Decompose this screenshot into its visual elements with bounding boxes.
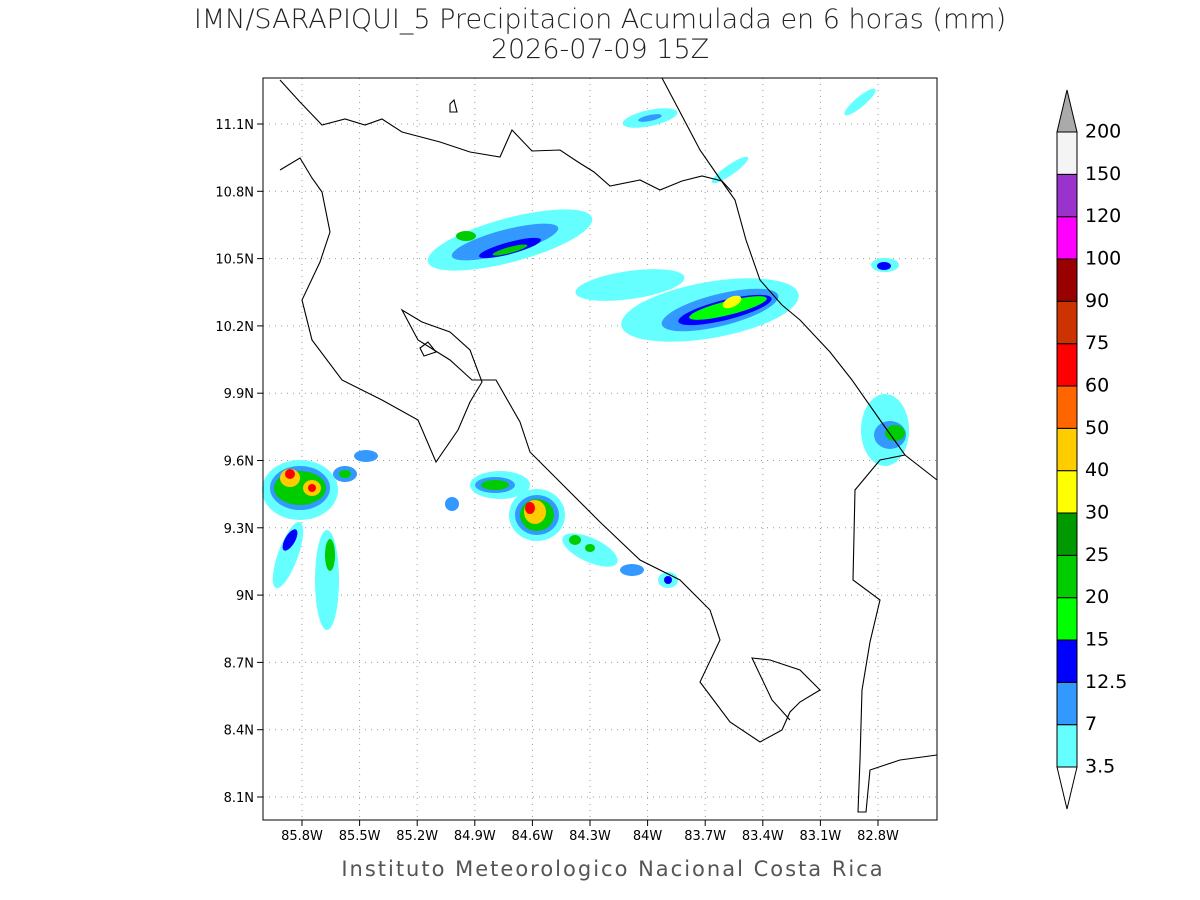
- colorbar-label: 7: [1085, 713, 1097, 735]
- colorbar-label: 120: [1085, 205, 1121, 227]
- colorbar-band: [1056, 258, 1078, 302]
- map-frame: [262, 77, 938, 821]
- subtitle: 2026-07-09 15Z: [491, 34, 709, 65]
- colorbar-band: [1056, 300, 1078, 345]
- lat-label: 8.4N: [224, 724, 254, 739]
- colorbar-band: [1056, 470, 1078, 514]
- lat-label: 8.1N: [224, 791, 254, 806]
- lon-label: 84.9W: [454, 829, 496, 844]
- lat-label: 11.1N: [215, 118, 254, 133]
- colorbar-band: [1056, 639, 1078, 683]
- title: IMN/SARAPIQUI_5 Precipitacion Acumulada …: [194, 4, 1006, 35]
- lat-label: 9.9N: [224, 387, 254, 402]
- colorbar-band: [1056, 173, 1078, 218]
- grid: [257, 78, 937, 826]
- colorbar-label: 100: [1085, 248, 1121, 270]
- colorbar-label: 3.5: [1085, 756, 1115, 778]
- coastline: [279, 77, 938, 813]
- lat-label: 9N: [236, 589, 254, 604]
- lon-label: 83.1W: [799, 829, 841, 844]
- colorbar-label: 15: [1085, 629, 1109, 651]
- colorbar-label: 200: [1085, 121, 1121, 143]
- colorbar-over: [1056, 89, 1078, 133]
- colorbar: 3.5 7 12.5 15 20 25 30 40 50 60 75 90 100 120 150 200: [1056, 89, 1127, 810]
- lon-label: 85.5W: [339, 829, 381, 844]
- colorbar-band: [1056, 681, 1078, 726]
- precipitation: [262, 88, 909, 630]
- colorbar-band: [1056, 512, 1078, 556]
- colorbar-label: 40: [1085, 459, 1109, 481]
- lon-label: 83.4W: [742, 829, 784, 844]
- colorbar-label: 30: [1085, 502, 1109, 524]
- credit: Instituto Meteorologico Nacional Costa R…: [341, 857, 884, 881]
- colorbar-label: 60: [1085, 375, 1109, 397]
- lat-label: 9.3N: [224, 522, 254, 537]
- lon-label: 84W: [633, 829, 663, 844]
- colorbar-label: 90: [1085, 290, 1109, 312]
- colorbar-label: 150: [1085, 163, 1121, 185]
- lat-label: 10.8N: [215, 185, 254, 200]
- colorbar-band: [1056, 343, 1078, 387]
- colorbar-band: [1056, 385, 1078, 429]
- colorbar-band: [1056, 554, 1078, 599]
- lon-labels: 85.8W 85.5W 85.2W 84.9W 84.6W 84.3W 84W 83.7W 83…: [281, 829, 899, 844]
- lon-label: 85.2W: [396, 829, 438, 844]
- colorbar-label: 75: [1085, 332, 1109, 354]
- lon-label: 84.6W: [511, 829, 553, 844]
- lat-label: 10.5N: [215, 253, 254, 268]
- colorbar-band: [1056, 724, 1078, 768]
- lon-label: 85.8W: [281, 829, 323, 844]
- lon-label: 84.3W: [569, 829, 611, 844]
- colorbar-under: [1056, 766, 1078, 810]
- colorbar-label: 20: [1085, 586, 1109, 608]
- colorbar-band: [1056, 216, 1078, 260]
- lat-label: 10.2N: [215, 320, 254, 335]
- lat-label: 8.7N: [224, 656, 254, 671]
- colorbar-band: [1056, 597, 1078, 641]
- lat-labels: 11.1N 10.8N 10.5N 10.2N 9.9N 9.6N 9.3N 9N 8.7N 8.…: [215, 118, 254, 806]
- rain-cell: [262, 88, 909, 630]
- lon-label: 82.8W: [857, 829, 899, 844]
- colorbar-label: 50: [1085, 417, 1109, 439]
- colorbar-label: 25: [1085, 544, 1109, 566]
- colorbar-band: [1056, 427, 1078, 472]
- lon-label: 83.7W: [684, 829, 726, 844]
- lat-label: 9.6N: [224, 455, 254, 470]
- colorbar-band: [1056, 131, 1078, 175]
- colorbar-label: 12.5: [1085, 671, 1127, 693]
